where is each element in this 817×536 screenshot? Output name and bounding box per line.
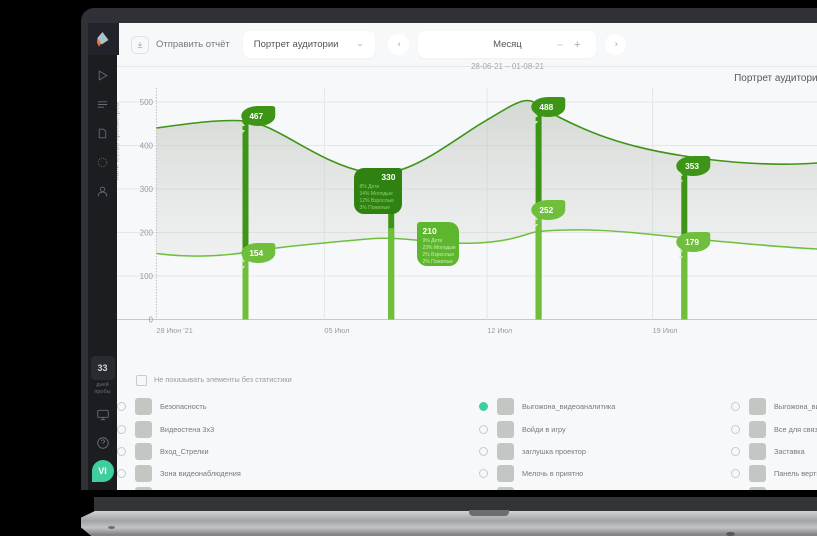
svg-text:500: 500 [140, 98, 154, 107]
svg-text:200: 200 [140, 229, 154, 238]
svg-text:400: 400 [140, 142, 154, 151]
svg-text:100: 100 [140, 272, 154, 281]
svg-text:0: 0 [149, 316, 154, 325]
svg-text:300: 300 [140, 185, 154, 194]
